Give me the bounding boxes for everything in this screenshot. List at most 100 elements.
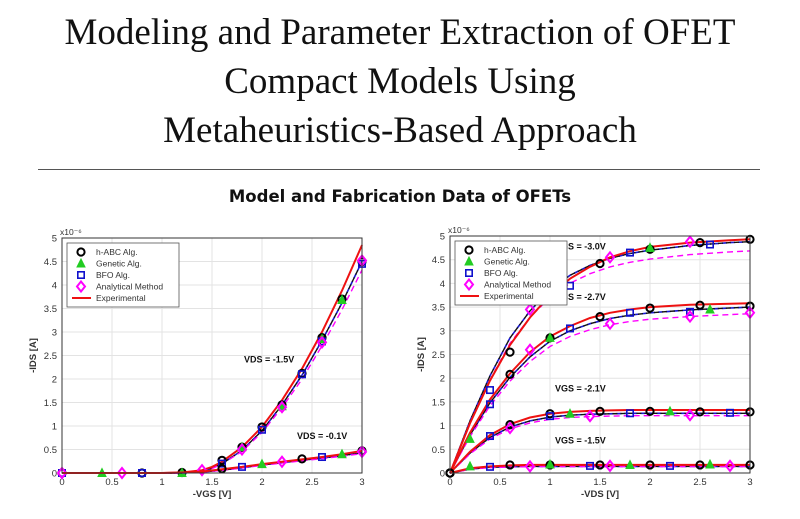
x-tick-label-5: 2.5 bbox=[305, 477, 318, 488]
annotation-0: VDS = -1.5V bbox=[244, 355, 294, 365]
point-0-habc-3 bbox=[595, 258, 605, 269]
point-2-bfo-0 bbox=[486, 432, 495, 441]
point-3-genetic-1 bbox=[545, 458, 555, 469]
point-1-genetic-1 bbox=[705, 303, 715, 314]
point-3-habc-3 bbox=[595, 460, 605, 470]
y-tick-label-10: 5 bbox=[52, 234, 57, 245]
legend-label-3: Analytical Method bbox=[96, 282, 163, 292]
title-line-1: Modeling and Parameter Extraction of OFE… bbox=[64, 12, 736, 53]
point-1-habc-1 bbox=[505, 369, 515, 380]
point-0-analytical-5 bbox=[316, 335, 328, 349]
point-2-habc-3 bbox=[595, 406, 605, 416]
curve-0-habc-dashed bbox=[449, 241, 751, 474]
y-tick-label-7: 3.5 bbox=[432, 303, 445, 314]
legend-label-4: Experimental bbox=[484, 291, 534, 301]
curve-1-habc-dashed bbox=[449, 306, 751, 474]
y-tick-label-8: 4 bbox=[52, 281, 57, 292]
point-3-bfo-1 bbox=[586, 461, 595, 470]
y-tick-label-9: 4.5 bbox=[432, 255, 445, 266]
plot-frame bbox=[61, 237, 363, 474]
x-tick-label-4: 2 bbox=[647, 477, 652, 488]
point-0-habc-1 bbox=[505, 347, 515, 357]
legend-marker-1 bbox=[464, 255, 474, 266]
point-3-genetic-2 bbox=[625, 459, 635, 469]
title-line-2: Compact Models Using bbox=[224, 61, 576, 102]
point-2-analytical-1 bbox=[584, 409, 596, 423]
legend: h-ABC Alg. Genetic Alg.BFO Alg. Analytical… bbox=[66, 242, 180, 308]
point-1-bfo-0 bbox=[486, 400, 495, 409]
point-2-genetic-2 bbox=[665, 405, 675, 416]
point-3-analytical-2 bbox=[724, 459, 736, 473]
y-exponent-label: x10⁻⁶ bbox=[60, 227, 82, 237]
point-3-analytical-0 bbox=[524, 459, 536, 473]
point-1-genetic-0 bbox=[545, 332, 555, 342]
point-0-bfo-0 bbox=[486, 386, 495, 395]
point-0-analytical-1 bbox=[604, 250, 616, 264]
legend-box bbox=[66, 242, 180, 308]
x-axis-label: -VGS [V] bbox=[193, 489, 232, 500]
y-exponent-label: x10⁻⁶ bbox=[448, 225, 470, 235]
point-1-bfo-3 bbox=[685, 307, 694, 316]
point-0-bfo-2 bbox=[626, 248, 635, 257]
point-2-bfo-1 bbox=[546, 412, 555, 421]
x-tick-label-3: 1.5 bbox=[593, 477, 606, 488]
legend-marker-1 bbox=[76, 257, 86, 268]
y-tick-label-5: 2.5 bbox=[44, 351, 57, 362]
point-2-habc-5 bbox=[695, 407, 705, 417]
y-tick-label-6: 3 bbox=[52, 328, 57, 339]
x-tick-label-6: 3 bbox=[359, 477, 364, 488]
x-tick-label-4: 2 bbox=[259, 477, 264, 488]
legend: h-ABC Alg. Genetic Alg.BFO Alg. Analytical… bbox=[454, 240, 568, 306]
x-tick-label-1: 0.5 bbox=[493, 477, 506, 488]
point-0-bfo-3 bbox=[705, 240, 714, 249]
legend-marker-0 bbox=[76, 247, 86, 257]
point-3-habc-5 bbox=[695, 460, 705, 470]
point-1-genetic-0 bbox=[257, 458, 267, 469]
point-0-bfo-4 bbox=[297, 370, 306, 379]
x-tick-label-0: 0 bbox=[447, 477, 452, 488]
point-1-habc-3 bbox=[595, 311, 605, 322]
point-1-analytical-2 bbox=[684, 309, 696, 324]
point-0-genetic-5 bbox=[337, 294, 347, 305]
y-tick-label-2: 1 bbox=[440, 421, 445, 432]
point-1-bfo-1 bbox=[566, 324, 575, 333]
point-0-habc-5 bbox=[695, 238, 705, 248]
x-tick-label-5: 2.5 bbox=[693, 477, 706, 488]
title-divider bbox=[38, 169, 760, 170]
point-3-bfo-2 bbox=[665, 461, 674, 470]
legend-marker-3 bbox=[463, 277, 475, 292]
point-1-habc-1 bbox=[297, 454, 307, 464]
legend-marker-2 bbox=[464, 268, 473, 277]
legend-marker-0 bbox=[464, 245, 474, 255]
section-subtitle: Model and Fabrication Data of OFETs bbox=[228, 187, 572, 206]
x-axis-label: -VDS [V] bbox=[581, 489, 619, 500]
point-2-analytical-0 bbox=[504, 421, 516, 435]
legend-marker-3 bbox=[75, 279, 87, 294]
x-tick-label-6: 3 bbox=[747, 477, 752, 488]
legend-label-0: h-ABC Alg. bbox=[484, 245, 526, 255]
y-tick-label-3: 1.5 bbox=[432, 397, 445, 408]
legend-label-3: Analytical Method bbox=[484, 280, 551, 290]
point-3-habc-1 bbox=[505, 460, 515, 470]
legend-label-0: h-ABC Alg. bbox=[96, 247, 138, 257]
x-tick-label-2: 1 bbox=[159, 477, 164, 488]
annotation-2: VGS = -2.1V bbox=[555, 383, 606, 393]
annotation-1: VGS = -2.7V bbox=[555, 292, 606, 302]
legend-label-2: BFO Alg. bbox=[96, 270, 130, 280]
point-0-analytical-1 bbox=[116, 466, 128, 480]
curve-3-experimental bbox=[449, 463, 750, 474]
y-axis-label: -IDS [A] bbox=[416, 337, 427, 372]
point-1-habc-0 bbox=[217, 464, 227, 474]
y-tick-label-4: 2 bbox=[52, 375, 57, 386]
point-2-genetic-1 bbox=[565, 408, 575, 418]
y-tick-label-0: 0 bbox=[440, 469, 445, 480]
plot-frame bbox=[449, 235, 751, 474]
point-2-analytical-2 bbox=[684, 408, 696, 422]
y-tick-label-0: 0 bbox=[52, 469, 57, 480]
point-0-bfo-3 bbox=[258, 425, 267, 434]
point-2-genetic-0 bbox=[465, 433, 475, 443]
point-2-habc-1 bbox=[505, 420, 515, 430]
x-tick-label-1: 0.5 bbox=[105, 477, 118, 488]
